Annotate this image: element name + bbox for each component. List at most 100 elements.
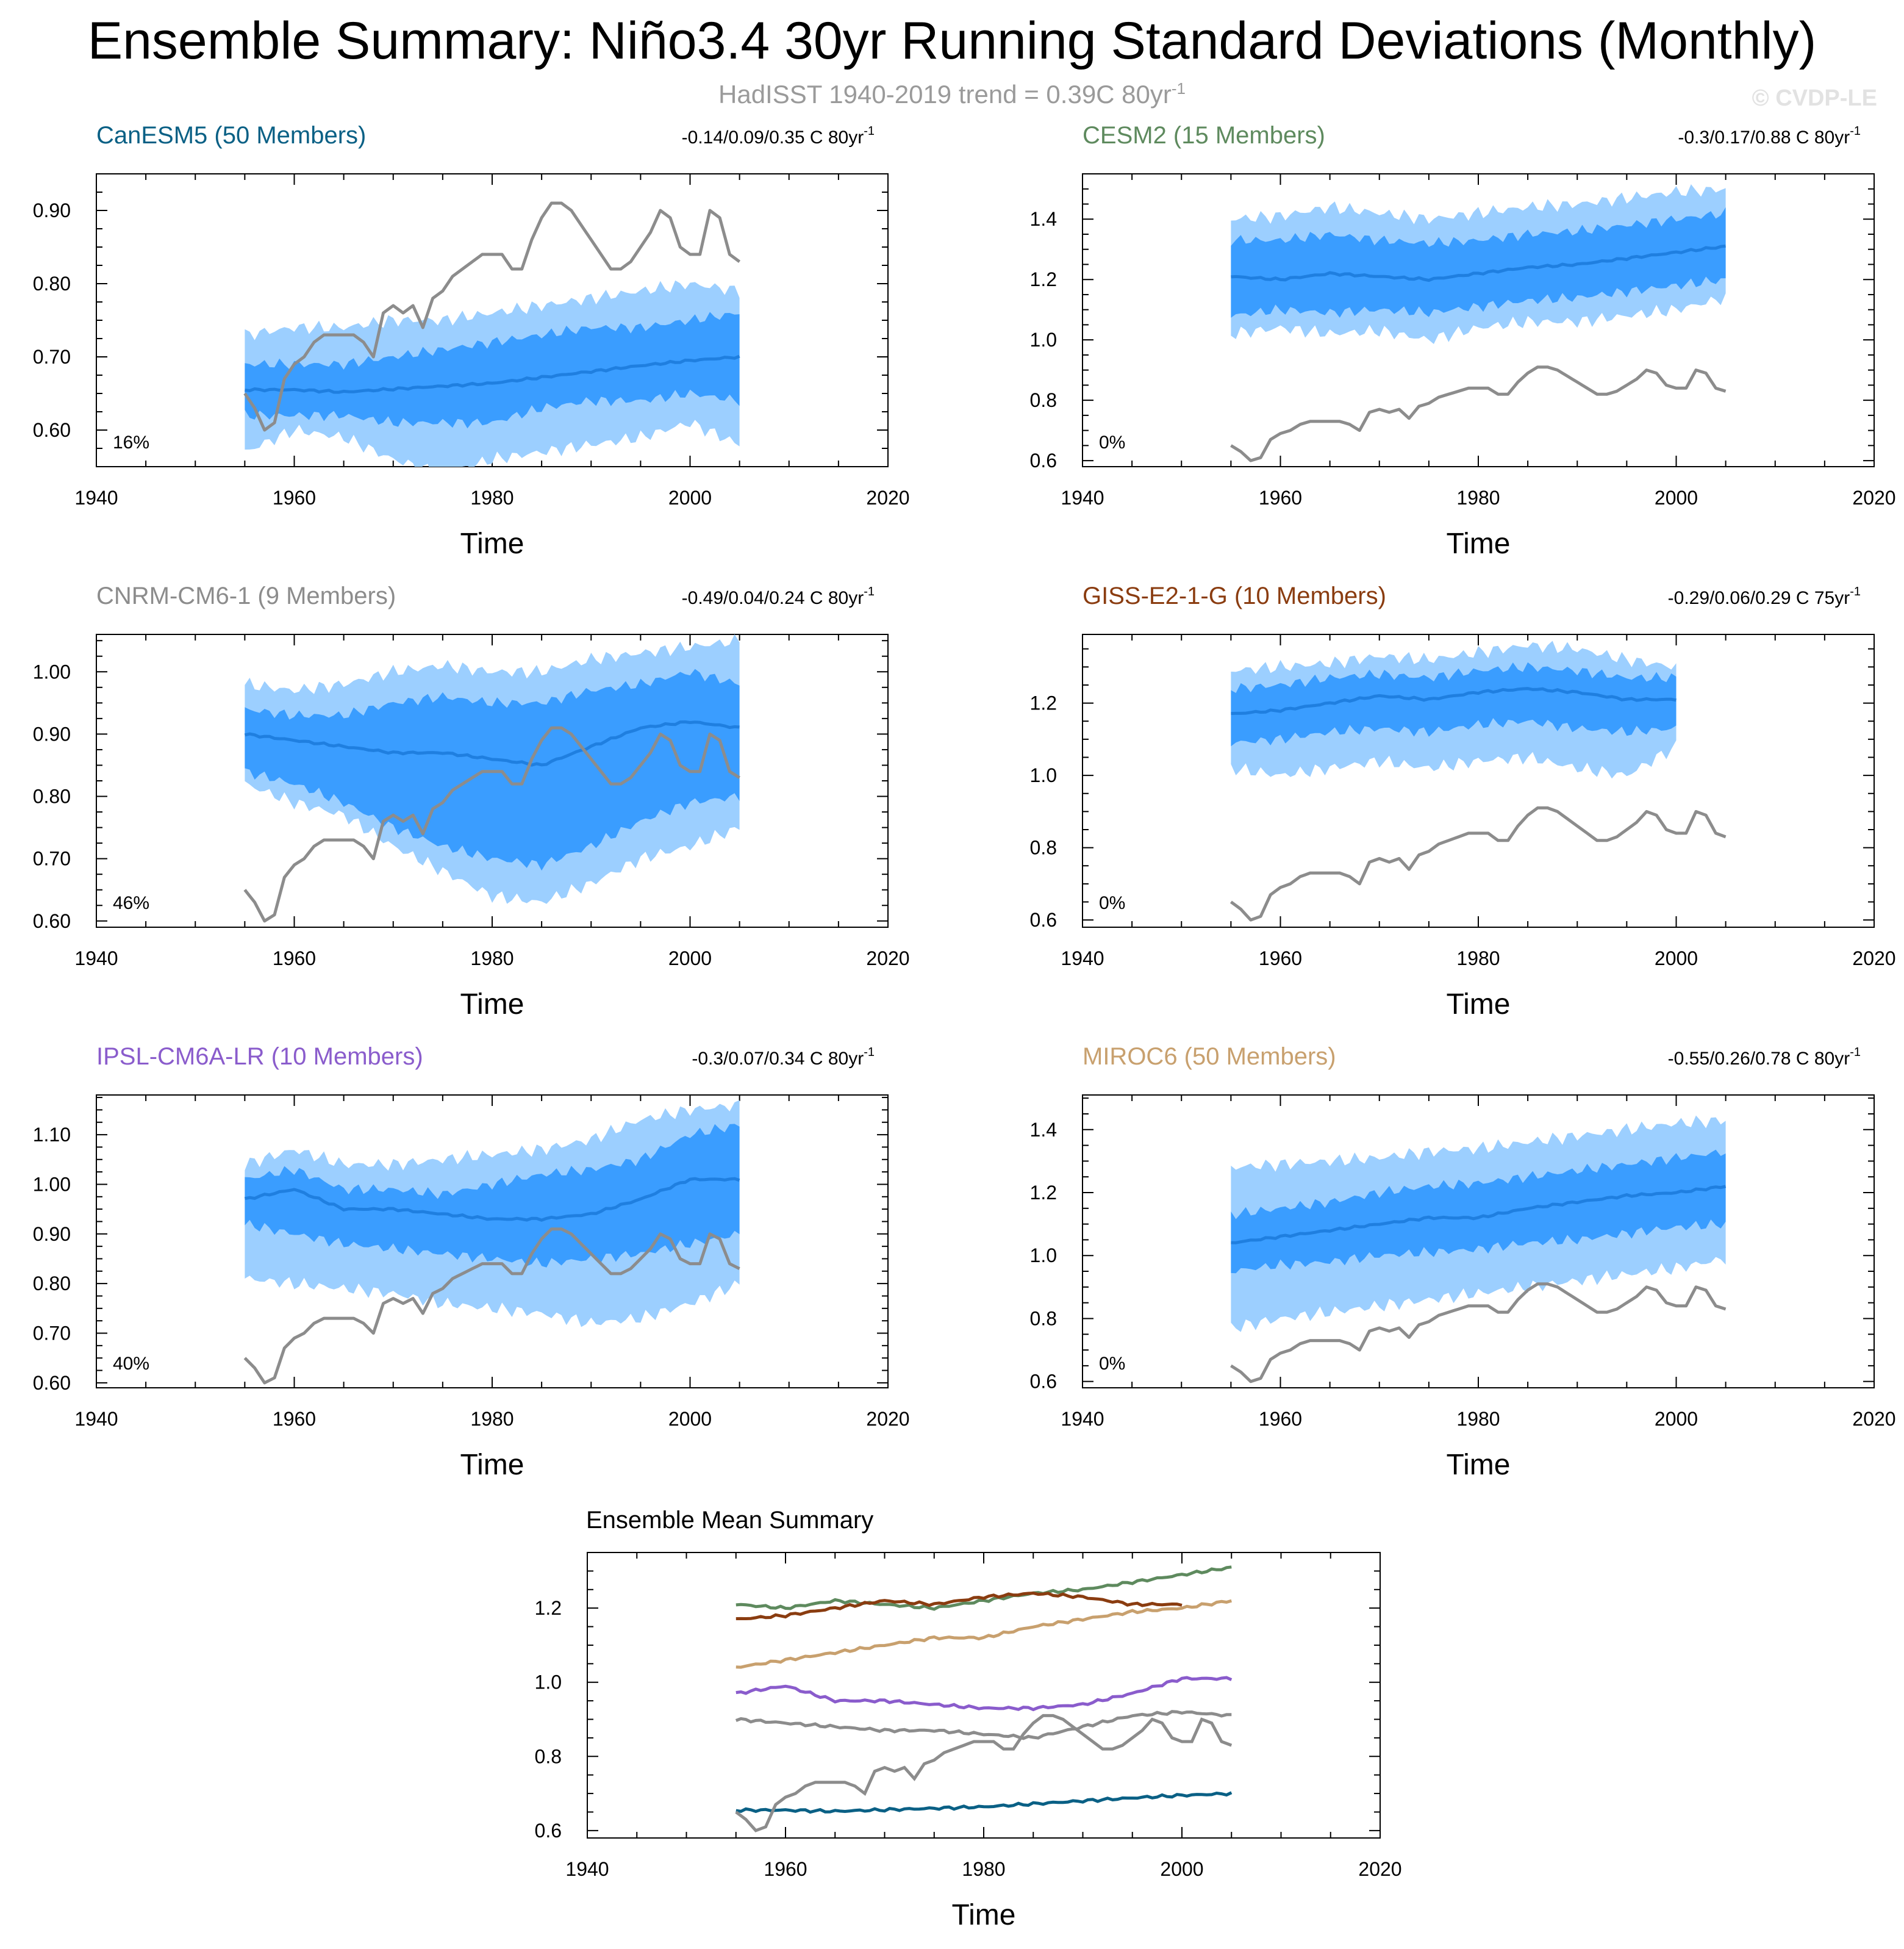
panel-percent: 40% [113, 1354, 149, 1374]
y-tick-label: 0.90 [33, 1223, 71, 1245]
panel-percent: 0% [1099, 1354, 1125, 1374]
y-tick-label: 1.0 [1030, 1244, 1057, 1266]
y-tick-label: 1.0 [1030, 764, 1057, 786]
y-tick-label: 1.2 [535, 1597, 562, 1619]
panel-ipsl-cm6a-lr: 1940 1960 1980 2000 2020 0.60 0.70 0.80 0.90 1.00… [33, 1043, 910, 1481]
x-tick-label: 1980 [1456, 1408, 1500, 1430]
y-tick-label: 0.6 [535, 1820, 562, 1842]
x-axis-title: Time [460, 528, 524, 560]
y-tick-label: 0.80 [33, 1272, 71, 1294]
panel-trend-sup: -1 [1850, 124, 1861, 138]
x-tick-label: 2000 [1160, 1858, 1203, 1880]
y-tick-label: 1.2 [1030, 692, 1057, 714]
x-tick-label: 1940 [1061, 487, 1104, 509]
summary-mean-line-cesm2 [735, 1565, 1232, 1611]
ensemble-mean-line [244, 1177, 740, 1222]
y-tick-label: 0.90 [33, 723, 71, 745]
x-tick-label: 1940 [1061, 947, 1104, 969]
y-tick-label: 0.60 [33, 910, 71, 932]
y-tick-label: 0.60 [33, 1372, 71, 1394]
y-tick-label: 1.0 [535, 1671, 562, 1693]
plot-area [243, 1100, 740, 1385]
x-axis-title: Time [952, 1899, 1016, 1931]
plot-area [1229, 641, 1727, 922]
ensemble-mean-line [244, 720, 740, 767]
x-tick-label: 1940 [565, 1858, 609, 1880]
x-tick-label: 1940 [74, 487, 118, 509]
y-tick-label: 0.8 [1030, 837, 1057, 859]
obs-line-hadisst [243, 1227, 740, 1385]
panel-title: IPSL-CM6A-LR (10 Members) [96, 1043, 423, 1070]
obs-line-hadisst [243, 201, 741, 432]
x-axis-title: Time [1447, 1449, 1511, 1481]
x-tick-label: 1960 [1259, 1408, 1302, 1430]
summary-mean-line-canesm5 [735, 1791, 1233, 1814]
copyright-label: © CVDP-LE [1752, 85, 1877, 111]
inner-spread-band [245, 312, 740, 429]
y-tick-label: 0.70 [33, 1323, 71, 1344]
obs-line-hadisst [243, 726, 740, 923]
x-tick-label: 2000 [1655, 947, 1698, 969]
y-tick-label: 0.70 [33, 848, 71, 870]
x-tick-label: 2020 [866, 487, 909, 509]
panel-canesm5: 1940 1960 1980 2000 2020 0.60 0.70 0.80 0.90 Time… [33, 122, 910, 560]
y-tick-label: 0.80 [33, 273, 71, 295]
obs-line-hadisst [1230, 1282, 1727, 1384]
panel-trend: -0.29/0.06/0.29 C 75yr-1 [1668, 585, 1861, 608]
x-tick-label: 2020 [1852, 1408, 1895, 1430]
subtitle-sup: -1 [1171, 79, 1186, 98]
x-tick-label: 1960 [1259, 487, 1302, 509]
figure-subtitle: HadISST 1940-2019 trend = 0.39C 80yr-1 [0, 79, 1904, 109]
y-tick-label: 1.0 [1030, 329, 1057, 351]
panel-ensemble-mean-summary: 1940 1960 1980 2000 2020 0.6 0.8 1.0 1.2 Time Ense… [535, 1507, 1402, 1931]
panel-trend-sup: -1 [864, 124, 875, 138]
y-tick-label: 0.8 [1030, 389, 1057, 411]
panel-cesm2: 1940 1960 1980 2000 2020 0.6 0.8 1.0 1.2 1.4 Time C… [1030, 122, 1896, 560]
inner-spread-band [1231, 1149, 1726, 1274]
plot-frame [587, 1552, 1381, 1839]
y-tick-label: 0.80 [33, 786, 71, 808]
inner-spread-band [245, 669, 740, 871]
y-tick-label: 0.6 [1030, 450, 1057, 472]
panel-title: CESM2 (15 Members) [1083, 122, 1325, 149]
ensemble-mean-line [245, 354, 740, 394]
inner-spread-band [1231, 662, 1677, 747]
summary-mean-line-cnrm-cm6-1 [735, 1710, 1232, 1740]
panel-trend-sup: -1 [864, 585, 875, 598]
y-tick-label: 1.4 [1030, 208, 1057, 230]
x-tick-label: 2020 [866, 1408, 909, 1430]
x-tick-label: 2000 [668, 947, 712, 969]
summary-mean-line-giss-e2-1-g [735, 1592, 1183, 1621]
x-tick-label: 1940 [74, 947, 118, 969]
y-tick-label: 0.90 [33, 199, 71, 221]
x-tick-label: 2000 [668, 1408, 712, 1430]
subtitle-text: HadISST 1940-2019 trend = 0.39C 80yr [718, 80, 1172, 109]
ensemble-mean-line [1231, 687, 1677, 716]
plot-area [1230, 184, 1727, 462]
x-axis-title: Time [460, 1449, 524, 1481]
panel-giss-e2-1-g: 1940 1960 1980 2000 2020 0.6 0.8 1.0 1.2 Time GISS… [1030, 583, 1896, 1021]
panel-title: GISS-E2-1-G (10 Members) [1083, 583, 1386, 609]
x-tick-label: 1980 [1456, 947, 1500, 969]
x-tick-label: 2020 [1852, 947, 1895, 969]
y-tick-label: 1.4 [1030, 1119, 1057, 1141]
y-tick-label: 1.10 [33, 1124, 71, 1146]
obs-line-hadisst [1230, 365, 1727, 462]
x-tick-label: 1960 [273, 487, 316, 509]
ensemble-mean-line [1231, 244, 1726, 282]
inner-spread-band [245, 1124, 740, 1268]
x-tick-label: 1980 [470, 1408, 514, 1430]
y-tick-label: 0.6 [1030, 909, 1057, 931]
x-tick-label: 1960 [273, 1408, 316, 1430]
panel-cnrm-cm6-1: 1940 1960 1980 2000 2020 0.60 0.70 0.80 0.90 1.00… [33, 583, 910, 1021]
panel-percent: 46% [113, 893, 149, 913]
panel-trend: -0.14/0.09/0.35 C 80yr-1 [682, 124, 875, 148]
summary-title: Ensemble Mean Summary [586, 1507, 873, 1534]
inner-spread-band [1231, 207, 1726, 318]
panel-trend-sup: -1 [1850, 585, 1861, 598]
panel-title: MIROC6 (50 Members) [1083, 1043, 1336, 1070]
y-tick-label: 0.8 [1030, 1307, 1057, 1329]
y-tick-label: 0.60 [33, 419, 71, 441]
y-tick-label: 0.6 [1030, 1371, 1057, 1393]
panel-title: CNRM-CM6-1 (9 Members) [96, 583, 396, 609]
